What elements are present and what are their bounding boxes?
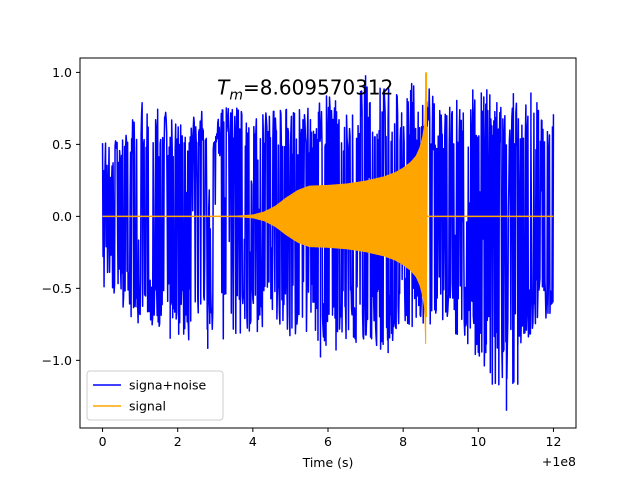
x-tick-label: 12 bbox=[546, 434, 562, 449]
plot-area bbox=[101, 72, 555, 411]
x-tick-label: 2 bbox=[174, 434, 182, 449]
y-tick-label: 0.0 bbox=[52, 209, 72, 224]
x-axis-offset-label: +1e8 bbox=[542, 454, 576, 469]
x-tick-label: 0 bbox=[99, 434, 107, 449]
y-tick-label: 0.5 bbox=[52, 137, 72, 152]
series-signa-noise bbox=[101, 75, 555, 411]
annotation-prefix: T bbox=[217, 76, 231, 100]
y-tick-label: −0.5 bbox=[42, 281, 72, 296]
legend-box bbox=[86, 370, 224, 421]
x-tick-label: 8 bbox=[399, 434, 407, 449]
legend-label-signal: signal bbox=[129, 399, 166, 414]
tm-annotation: Tm=8.609570312 bbox=[217, 76, 393, 104]
legend: signa+noise signal bbox=[86, 370, 224, 421]
y-tick-label: 1.0 bbox=[52, 65, 72, 80]
annotation-subscript: m bbox=[229, 88, 243, 104]
x-tick-label: 4 bbox=[249, 434, 257, 449]
x-axis-label: Time (s) bbox=[302, 455, 354, 470]
legend-label-signa-noise: signa+noise bbox=[129, 378, 207, 393]
x-tick-label: 6 bbox=[324, 434, 332, 449]
y-tick-label: −1.0 bbox=[42, 353, 72, 368]
x-tick-label: 10 bbox=[470, 434, 486, 449]
x-axis: 0 2 4 6 8 10 12 bbox=[99, 428, 562, 449]
annotation-value: =8.609570312 bbox=[243, 76, 393, 100]
y-axis: −1.0 −0.5 0.0 0.5 1.0 bbox=[42, 65, 80, 368]
